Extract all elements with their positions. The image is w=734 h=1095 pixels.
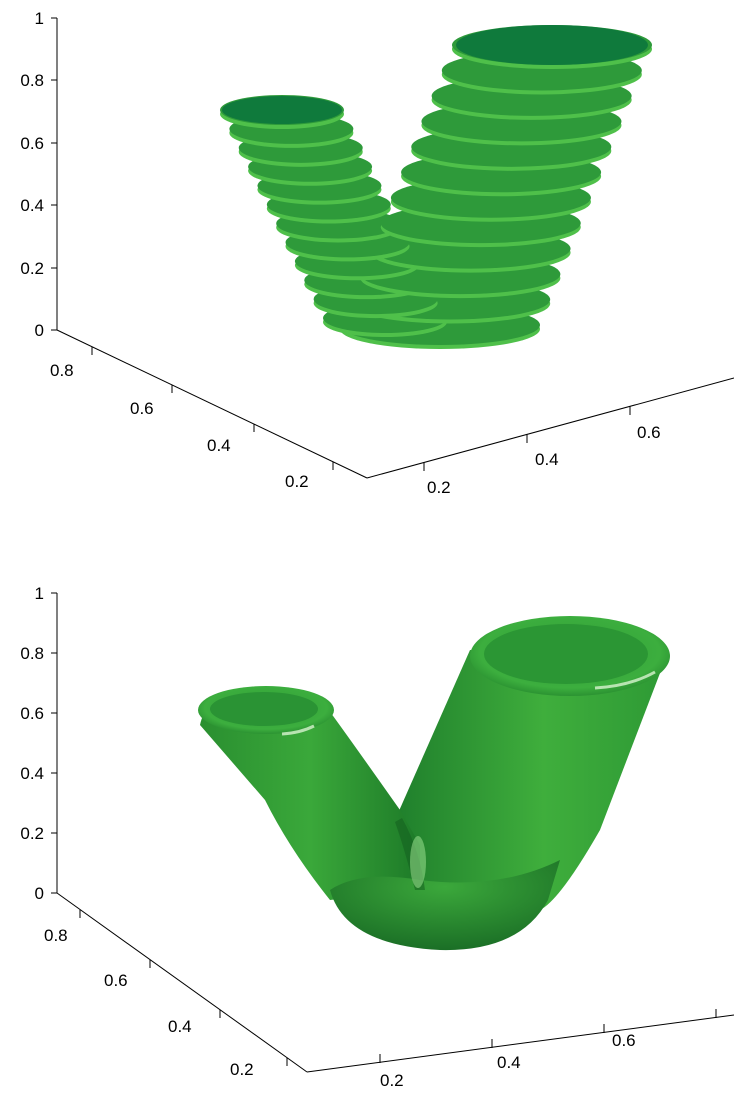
- left-rim-highlight: [281, 724, 315, 736]
- smooth-surface-panel: 1 0.8 0.6 0.4 0.2 0 0.8 0.6 0.4 0.2 0.2 …: [0, 560, 734, 1095]
- left-axis-tick-label: 0.8: [50, 361, 74, 380]
- z-tick-label: 1: [35, 9, 44, 28]
- right-rim-highlight: [594, 670, 656, 690]
- right-floor-axis: [366, 377, 734, 479]
- z-tick-label: 0.2: [20, 259, 44, 278]
- base-junction: [330, 860, 560, 951]
- smooth-v-surface: [198, 616, 670, 951]
- z-tick-label: 0.8: [20, 71, 44, 90]
- left-axis-tick-label: 0.4: [207, 436, 231, 455]
- right-axis-tick-label: 0.2: [380, 1071, 404, 1090]
- right-tube: [395, 650, 665, 920]
- crease-highlight: [410, 836, 426, 888]
- left-tube: [200, 692, 420, 900]
- right-axis-tick-label: 0.4: [497, 1053, 521, 1072]
- stacked-disc-slices: [220, 25, 652, 349]
- left-axis-tick-label: 0.4: [168, 1017, 192, 1036]
- left-axis-tick-label: 0.2: [285, 472, 309, 491]
- z-tick-label: 1: [35, 584, 44, 603]
- left-floor-axis: [56, 329, 368, 479]
- z-tick-label: 0: [35, 884, 44, 903]
- right-floor-axis: [306, 1014, 734, 1073]
- left-axis-tick-label: 0.6: [130, 399, 154, 418]
- z-tick-label: 0.6: [20, 704, 44, 723]
- z-tick-label: 0.8: [20, 644, 44, 663]
- z-tick-label: 0.4: [20, 764, 44, 783]
- left-axis-tick-label: 0.2: [230, 1060, 254, 1079]
- stacked-slices-plot: 1 0.8 0.6 0.4 0.2 0 0.8 0.6 0.4 0.2 0.2 …: [20, 9, 734, 497]
- z-tick-label: 0.2: [20, 824, 44, 843]
- right-axis-tick-label: 0.4: [535, 450, 559, 469]
- right-axis-tick-label: 0.6: [637, 423, 661, 442]
- left-rim-inner: [210, 692, 318, 726]
- smooth-surface-plot: 1 0.8 0.6 0.4 0.2 0 0.8 0.6 0.4 0.2 0.2 …: [20, 584, 734, 1090]
- left-axis-tick-label: 0.6: [104, 971, 128, 990]
- left-stack-top-cap: [222, 96, 342, 124]
- z-tick-label: 0: [35, 321, 44, 340]
- left-axis-tick-label: 0.8: [44, 926, 68, 945]
- left-floor-axis: [56, 892, 308, 1073]
- right-rim-inner: [484, 624, 648, 684]
- right-axis-tick-label: 0.6: [612, 1031, 636, 1050]
- z-tick-label: 0.4: [20, 196, 44, 215]
- right-axis-tick-label: 0.2: [427, 478, 451, 497]
- stacked-slices-panel: 1 0.8 0.6 0.4 0.2 0 0.8 0.6 0.4 0.2 0.2 …: [0, 0, 734, 540]
- z-tick-label: 0.6: [20, 134, 44, 153]
- right-stack-top-cap: [456, 25, 648, 65]
